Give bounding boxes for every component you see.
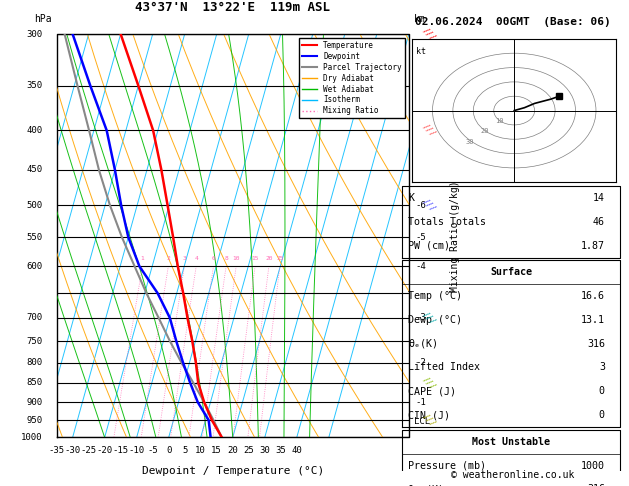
Text: 25: 25: [276, 257, 284, 261]
Text: K: K: [408, 193, 415, 203]
Text: km: km: [414, 14, 426, 24]
Text: kt: kt: [416, 48, 426, 56]
Text: 600: 600: [26, 262, 43, 271]
Text: PW (cm): PW (cm): [408, 241, 450, 251]
Text: CIN (J): CIN (J): [408, 410, 450, 420]
Text: -5: -5: [147, 446, 158, 455]
Text: 350: 350: [26, 81, 43, 90]
Text: -2: -2: [416, 358, 426, 367]
Text: -7: -7: [416, 126, 426, 135]
Text: 450: 450: [26, 165, 43, 174]
Text: Pressure (mb): Pressure (mb): [408, 461, 486, 470]
Text: 15: 15: [211, 446, 222, 455]
Text: 35: 35: [276, 446, 286, 455]
Text: -10: -10: [128, 446, 145, 455]
Text: 43°37'N  13°22'E  119m ASL: 43°37'N 13°22'E 119m ASL: [135, 1, 330, 14]
Text: -1: -1: [416, 398, 426, 407]
Text: 3: 3: [599, 363, 605, 372]
Text: hPa: hPa: [34, 14, 52, 24]
Text: 20: 20: [481, 128, 489, 134]
Text: 10: 10: [233, 257, 240, 261]
Text: 8: 8: [224, 257, 228, 261]
Text: 02.06.2024  00GMT  (Base: 06): 02.06.2024 00GMT (Base: 06): [415, 17, 611, 27]
Text: 900: 900: [26, 398, 43, 407]
Text: 0: 0: [599, 410, 605, 420]
Text: 700: 700: [26, 313, 43, 322]
Text: Totals Totals: Totals Totals: [408, 217, 486, 227]
Text: 13.1: 13.1: [581, 315, 605, 325]
Text: Mixing Ratio (g/kg): Mixing Ratio (g/kg): [450, 180, 460, 292]
Text: Dewpoint / Temperature (°C): Dewpoint / Temperature (°C): [142, 466, 324, 476]
Text: 20: 20: [227, 446, 238, 455]
Text: -35: -35: [48, 446, 65, 455]
Text: 300: 300: [26, 30, 43, 38]
Text: 4: 4: [194, 257, 198, 261]
Text: 550: 550: [26, 233, 43, 242]
Text: -6: -6: [416, 201, 426, 209]
Text: 1.87: 1.87: [581, 241, 605, 251]
Text: ///: ///: [420, 375, 437, 391]
Text: ///: ///: [420, 122, 437, 139]
Text: 850: 850: [26, 379, 43, 387]
Text: -4: -4: [416, 262, 426, 271]
Text: ///: ///: [420, 197, 437, 214]
Text: -15: -15: [113, 446, 129, 455]
Text: -3: -3: [416, 313, 426, 322]
Text: 5: 5: [182, 446, 187, 455]
Text: 500: 500: [26, 201, 43, 209]
Text: 400: 400: [26, 126, 43, 135]
Text: θₑ(K): θₑ(K): [408, 339, 438, 348]
Text: -30: -30: [65, 446, 81, 455]
Text: -20: -20: [97, 446, 113, 455]
Text: -8: -8: [416, 81, 426, 90]
Text: 10: 10: [196, 446, 206, 455]
Legend: Temperature, Dewpoint, Parcel Trajectory, Dry Adiabat, Wet Adiabat, Isotherm, Mi: Temperature, Dewpoint, Parcel Trajectory…: [299, 38, 405, 119]
Text: 30: 30: [259, 446, 270, 455]
Text: CAPE (J): CAPE (J): [408, 386, 457, 396]
Text: ASL: ASL: [414, 44, 431, 54]
Text: -25: -25: [81, 446, 97, 455]
Text: 1: 1: [140, 257, 144, 261]
Text: Surface: Surface: [490, 267, 532, 278]
Text: θₑ (K): θₑ (K): [408, 485, 444, 486]
Text: 25: 25: [243, 446, 254, 455]
Text: 15: 15: [252, 257, 259, 261]
Text: 316: 316: [587, 339, 605, 348]
Text: 1000: 1000: [21, 433, 43, 442]
Text: 1000: 1000: [581, 461, 605, 470]
Text: ///: ///: [420, 412, 437, 429]
Text: LCL: LCL: [414, 417, 430, 427]
Text: 950: 950: [26, 416, 43, 425]
Text: 40: 40: [291, 446, 302, 455]
Text: 2: 2: [167, 257, 170, 261]
Text: 16.6: 16.6: [581, 291, 605, 301]
Text: Most Unstable: Most Unstable: [472, 437, 550, 447]
Text: 3: 3: [182, 257, 186, 261]
Text: Temp (°C): Temp (°C): [408, 291, 462, 301]
Text: © weatheronline.co.uk: © weatheronline.co.uk: [451, 470, 574, 480]
Text: 10: 10: [495, 118, 504, 124]
Text: 20: 20: [265, 257, 272, 261]
Text: 14: 14: [593, 193, 605, 203]
Text: 316: 316: [587, 485, 605, 486]
Text: -5: -5: [416, 233, 426, 242]
Text: 30: 30: [466, 139, 474, 144]
Text: ///: ///: [420, 310, 437, 327]
Text: 0: 0: [599, 386, 605, 396]
Text: 6: 6: [211, 257, 215, 261]
Text: 750: 750: [26, 336, 43, 346]
Text: -6: -6: [416, 165, 426, 174]
Text: 46: 46: [593, 217, 605, 227]
Text: ///: ///: [420, 26, 437, 42]
Text: Dewp (°C): Dewp (°C): [408, 315, 462, 325]
Text: 800: 800: [26, 358, 43, 367]
Text: Lifted Index: Lifted Index: [408, 363, 481, 372]
Text: 0: 0: [166, 446, 171, 455]
